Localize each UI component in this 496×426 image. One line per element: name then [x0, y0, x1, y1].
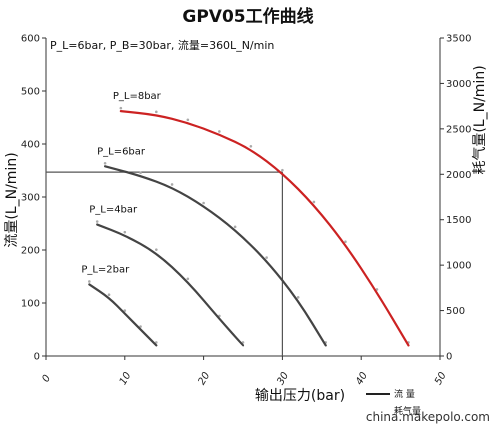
- left-tick-label: 200: [21, 246, 40, 257]
- bottom-tick-label: 30: [275, 370, 291, 387]
- legend-consumption-label: 耗气量: [394, 405, 421, 417]
- series-point-3: [233, 225, 237, 229]
- series-point-4: [186, 118, 190, 122]
- curve-labels: P_L=2bar P_L=4bar P_L=6bar P_L=8bar: [81, 91, 161, 275]
- left-tick-label: 400: [21, 140, 40, 151]
- left-ticks: 0 100 200 300 400 500 600: [21, 34, 46, 363]
- bottom-tick-label: 10: [118, 370, 134, 387]
- left-tick-label: 600: [21, 34, 40, 45]
- legend: 流 量 耗气量: [366, 388, 421, 417]
- left-tick-label: 100: [21, 299, 40, 310]
- right-tick-label: 500: [446, 306, 465, 317]
- bottom-tick-label: 20: [196, 370, 212, 387]
- series-point-3: [265, 256, 268, 259]
- series-point-3: [170, 183, 174, 186]
- series-point-2: [123, 230, 127, 234]
- right-tick-label: 3000: [446, 79, 471, 90]
- bottom-tick-label: 40: [354, 370, 370, 387]
- curve-label-4: P_L=8bar: [113, 91, 162, 102]
- series-point-4: [312, 200, 316, 204]
- series-point-2: [155, 248, 158, 251]
- curve-label-1: P_L=2bar: [81, 264, 130, 275]
- bottom-tick-label: 50: [433, 370, 449, 387]
- legend-flow-label: 流 量: [394, 388, 415, 400]
- y2-axis-label: 耗气量(L_N/min): [472, 65, 488, 174]
- curve-label-3: P_L=6bar: [97, 146, 146, 157]
- series-point-4: [119, 106, 123, 110]
- plot-frame: [45, 38, 441, 357]
- bottom-tick-label: 0: [40, 373, 53, 384]
- axis-labels: 流量(L_N/min) 耗气量(L_N/min) 输出压力(bar): [4, 65, 488, 404]
- series-point-1: [155, 341, 158, 344]
- left-tick-label: 300: [21, 193, 40, 204]
- curve-label-2: P_L=4bar: [89, 205, 138, 216]
- title-group: GPV05工作曲线 P_L=6bar, P_B=30bar, 流量=360L_N…: [50, 6, 314, 52]
- series-point-3: [202, 201, 205, 205]
- right-tick-label: 2000: [446, 170, 471, 181]
- right-tick-label: 1500: [446, 215, 471, 226]
- series-point-4: [344, 240, 347, 243]
- series-point-1: [139, 325, 142, 328]
- series-point-1: [88, 280, 91, 283]
- right-tick-label: 3500: [446, 34, 471, 45]
- reference-lines: [46, 171, 283, 356]
- watermark: china.makepolo.com: [366, 410, 490, 424]
- series-group: [88, 106, 410, 347]
- left-tick-label: 0: [34, 352, 40, 363]
- series-point-4: [218, 130, 221, 133]
- y-axis-label: 流量(L_N/min): [4, 152, 20, 247]
- chart-title: GPV05工作曲线: [182, 6, 313, 27]
- series-point-2: [186, 277, 190, 281]
- series-point-3: [139, 171, 142, 175]
- series-point-2: [95, 220, 99, 223]
- series-line-4: [119, 110, 410, 347]
- series-line-3: [104, 165, 327, 347]
- series-point-1: [123, 309, 127, 312]
- bottom-ticks: 0 10 20 30 40 50: [40, 356, 449, 387]
- series-point-4: [155, 110, 158, 114]
- right-tick-label: 2500: [446, 124, 471, 135]
- x-axis-label: 输出压力(bar): [255, 388, 345, 404]
- chart-subtitle: P_L=6bar, P_B=30bar, 流量=360L_N/min: [50, 38, 274, 52]
- left-tick-label: 500: [21, 87, 40, 98]
- right-ticks: 0 500 1000 1500 2000 2500 3000 3500: [440, 34, 471, 363]
- series-point-4: [249, 145, 253, 148]
- series-point-4: [281, 168, 284, 172]
- series-point-3: [296, 296, 300, 299]
- right-tick-label: 1000: [446, 261, 471, 272]
- series-line-2: [96, 223, 245, 347]
- series-line-1: [88, 283, 158, 347]
- series-point-1: [107, 293, 111, 297]
- right-tick-label: 0: [446, 352, 452, 363]
- series-point-3: [103, 161, 107, 165]
